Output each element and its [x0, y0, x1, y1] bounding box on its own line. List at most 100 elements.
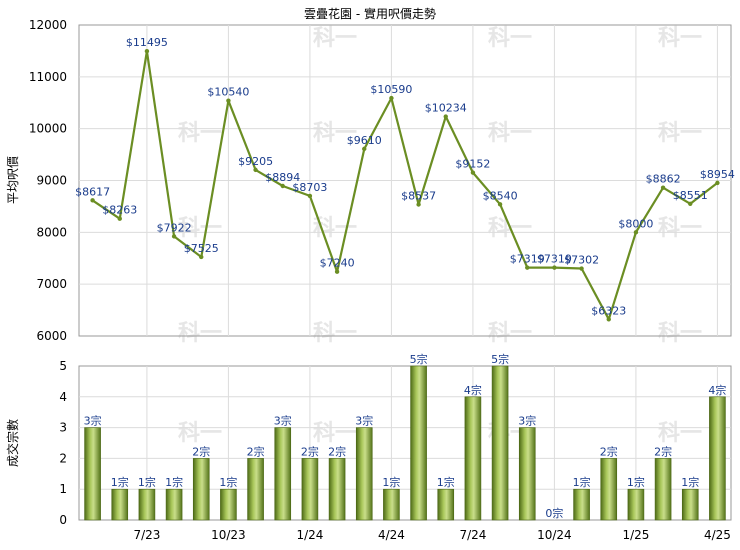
price-data-label: $9610: [347, 134, 382, 147]
watermark-text: 科一: [178, 216, 222, 241]
watermark-text: 科一: [488, 121, 532, 146]
volume-bar: [220, 488, 237, 521]
x-tick-label: 4/24: [378, 528, 405, 542]
watermark-text: 科一: [313, 321, 357, 346]
x-tick-label: 4/25: [704, 528, 731, 542]
price-data-label: $8954: [700, 168, 735, 181]
volume-bar: [328, 458, 346, 521]
volume-plot-frame: [78, 365, 732, 521]
volume-y-tick-label: 2: [59, 451, 67, 465]
price-data-point: [144, 48, 150, 54]
price-data-label: $10540: [207, 86, 249, 99]
watermark-text: 科一: [488, 321, 532, 346]
watermark-text: 科一: [178, 421, 222, 446]
volume-y-tick-label: 4: [59, 390, 67, 404]
price-data-point: [171, 234, 177, 239]
price-data-point: [633, 230, 639, 235]
price-data-point: [389, 95, 394, 101]
volume-bar: [437, 488, 455, 521]
watermark-text: 科一: [658, 421, 702, 446]
volume-bar-label: 3宗: [518, 414, 536, 428]
watermark-text: 科一: [488, 26, 532, 51]
price-y-tick-label: 10000: [29, 122, 67, 136]
volume-bar-label: 2宗: [247, 444, 265, 458]
price-data-point: [579, 266, 584, 271]
volume-bar: [491, 365, 509, 521]
x-tick-label: 10/23: [211, 528, 246, 542]
price-y-tick-label: 7000: [36, 277, 67, 291]
grid-layer: 6000 7000 8000 9000 10000 11000 12000 0 1 2 3 4 5: [29, 18, 732, 527]
volume-bar-label: 2宗: [192, 444, 210, 458]
volume-y-tick-label: 5: [59, 359, 67, 373]
volume-bar: [709, 396, 726, 521]
volume-bar: [247, 458, 264, 521]
price-data-label: $7240: [320, 257, 355, 270]
volume-bar-label: 1宗: [111, 475, 129, 489]
price-data-label: $9205: [238, 155, 273, 168]
volume-y-tick-label: 0: [59, 513, 67, 527]
price-data-label: $8540: [483, 189, 518, 202]
price-data-label: $8617: [75, 185, 110, 198]
volume-bar: [274, 427, 292, 521]
price-data-point: [334, 269, 340, 274]
price-data-point: [362, 146, 367, 152]
price-data-label: $8551: [673, 189, 708, 202]
price-data-label: $7525: [184, 242, 219, 255]
price-data-point: [688, 201, 693, 206]
price-data-label: $7922: [157, 221, 192, 234]
volume-bar: [301, 458, 319, 521]
price-data-label: $8537: [401, 189, 436, 202]
volume-bar-label: 3宗: [274, 414, 292, 428]
volume-bar: [383, 488, 400, 521]
price-data-label: $9152: [455, 158, 490, 171]
price-data-label: $8000: [618, 217, 653, 230]
volume-bar: [84, 427, 101, 521]
volume-bar-layer: 3宗 1宗 1宗 1宗 2宗 1宗 2宗 3宗 2宗 2宗 3宗 1宗 5宗 1宗 4宗 5宗 3宗 0宗 1宗 2宗…: [84, 352, 731, 542]
price-data-label: $8862: [646, 173, 681, 186]
volume-bar: [111, 488, 129, 521]
price-line-layer: $8617 $8263 $11495 $7922 $7525 $10540 $9205 $88…: [75, 36, 735, 322]
chart-title: 雲疊花園 - 實用呎價走勢: [304, 6, 436, 21]
price-data-point: [416, 202, 421, 207]
price-series-line: [91, 50, 719, 321]
price-data-label: $7319: [510, 253, 545, 266]
volume-bar: [165, 488, 183, 521]
price-y-tick-label: 9000: [36, 174, 67, 188]
price-data-point: [470, 170, 476, 175]
volume-bar: [518, 427, 536, 521]
price-data-point: [199, 254, 204, 260]
volume-bar-label: 1宗: [382, 475, 400, 489]
volume-bar-label: 5宗: [491, 352, 509, 366]
watermark-text: 科一: [178, 121, 222, 146]
x-tick-label: 10/24: [537, 528, 572, 542]
volume-bar-label: 0宗: [545, 506, 563, 520]
price-data-point: [660, 185, 666, 190]
price-data-label: $8894: [265, 171, 300, 184]
price-data-label: $7302: [564, 254, 599, 267]
volume-bar: [138, 488, 156, 521]
price-y-tick-label: 6000: [36, 329, 67, 343]
volume-bar: [573, 488, 590, 521]
price-data-point: [117, 216, 122, 221]
price-data-point: [307, 193, 313, 199]
x-tick-label: 1/25: [622, 528, 649, 542]
volume-bar: [654, 458, 672, 521]
volume-bar-label: 4宗: [464, 383, 482, 397]
volume-bar: [410, 365, 427, 521]
volume-bar-label: 1宗: [681, 475, 699, 489]
volume-bar: [600, 458, 618, 521]
price-data-label: $8703: [292, 181, 327, 194]
price-y-tick-label: 8000: [36, 225, 67, 239]
price-data-label: $10234: [425, 102, 467, 115]
volume-bar-label: 1宗: [573, 475, 591, 489]
volume-bar-label: 2宗: [600, 444, 618, 458]
watermark-text: 科一: [658, 26, 702, 51]
volume-bar: [192, 458, 210, 521]
price-data-point: [443, 114, 448, 119]
x-tick-label: 7/24: [459, 528, 486, 542]
price-data-point: [90, 198, 95, 203]
volume-bar-label: 1宗: [165, 475, 183, 489]
watermark-text: 科一: [178, 321, 222, 346]
